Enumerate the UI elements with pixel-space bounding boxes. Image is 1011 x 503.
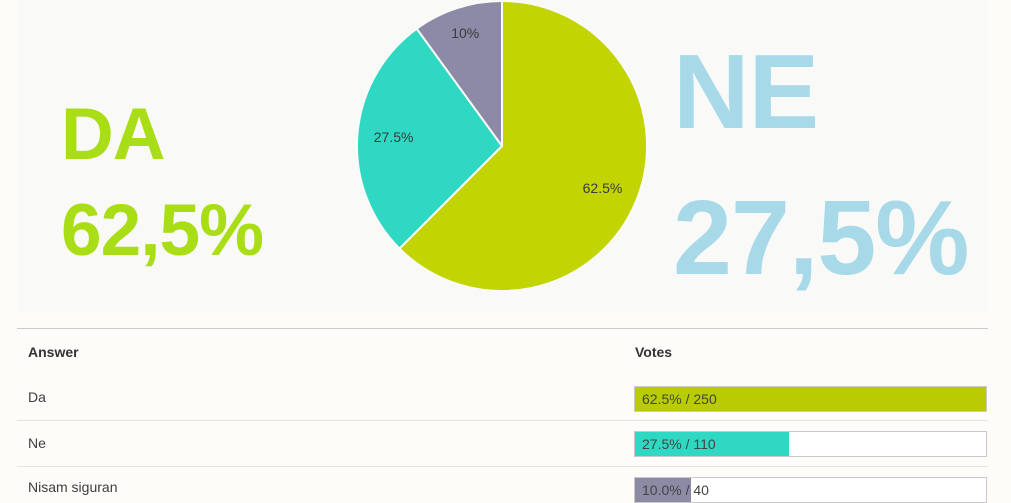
- highlight-right-value: 27,5%: [673, 179, 970, 297]
- answer-cell: Ne: [28, 435, 46, 451]
- votes-bar: 62.5% / 250: [634, 386, 987, 412]
- highlight-left-value: 62,5%: [61, 190, 264, 271]
- votes-bar-label: 62.5% / 250: [642, 391, 717, 407]
- votes-bar-fill: 10.0% / 40: [635, 478, 709, 502]
- votes-bar-label: 27.5% / 110: [642, 436, 716, 452]
- votes-bar-fill: 62.5% / 250: [635, 387, 986, 411]
- votes-bar: 27.5% / 110: [634, 431, 987, 457]
- pie-chart-svg: [356, 0, 648, 292]
- column-header-votes: Votes: [635, 344, 673, 360]
- pie-slice-0: [398, 0, 648, 292]
- highlight-left-word: DA: [61, 94, 165, 175]
- highlight-right-word: NE: [673, 33, 819, 151]
- results-table: Answer Votes Da 62.5% / 250 Ne 27.5% / 1…: [17, 328, 988, 503]
- pie-slice-label: 27.5%: [373, 129, 414, 146]
- chart-panel: DA 62,5% 62.5% 27.5% 10% NE 27,5%: [17, 0, 988, 312]
- pie-slice-label: 10%: [451, 24, 480, 41]
- answer-cell: Da: [28, 389, 46, 405]
- votes-bar-fill: 27.5% / 110: [635, 432, 790, 456]
- pie-slice-1: [356, 27, 503, 250]
- row-divider: [17, 466, 988, 467]
- pie-slice-2: [415, 0, 503, 147]
- pie-chart: 62.5% 27.5% 10%: [356, 0, 648, 292]
- votes-bar: 10.0% / 40: [634, 477, 987, 503]
- votes-bar-label: 10.0% / 40: [642, 482, 709, 498]
- pie-slice-label: 62.5%: [582, 179, 623, 196]
- answer-cell: Nisam siguran: [28, 479, 118, 495]
- column-header-answer: Answer: [28, 344, 79, 360]
- row-divider: [17, 420, 988, 421]
